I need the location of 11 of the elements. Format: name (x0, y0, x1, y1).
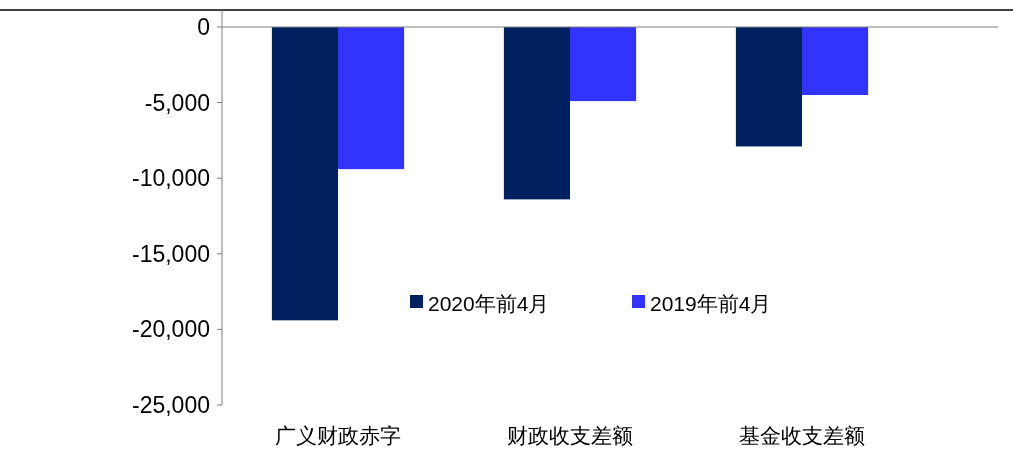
y-tick-label: 0 (197, 14, 210, 40)
y-tick-label: -5,000 (144, 89, 210, 116)
y-tick-label: -25,000 (131, 392, 210, 418)
legend-label: 2020年前4月 (428, 292, 550, 315)
x-tick-label: 基金收支差额 (739, 424, 865, 447)
y-tick-label: -15,000 (131, 240, 210, 267)
legend-label: 2019年前4月 (650, 292, 772, 315)
x-tick-label: 广义财政赤字 (275, 424, 401, 447)
x-tick-label: 财政收支差额 (507, 424, 633, 447)
y-tick-label: -20,000 (131, 316, 210, 343)
y-tick-label: -10,000 (131, 165, 210, 192)
